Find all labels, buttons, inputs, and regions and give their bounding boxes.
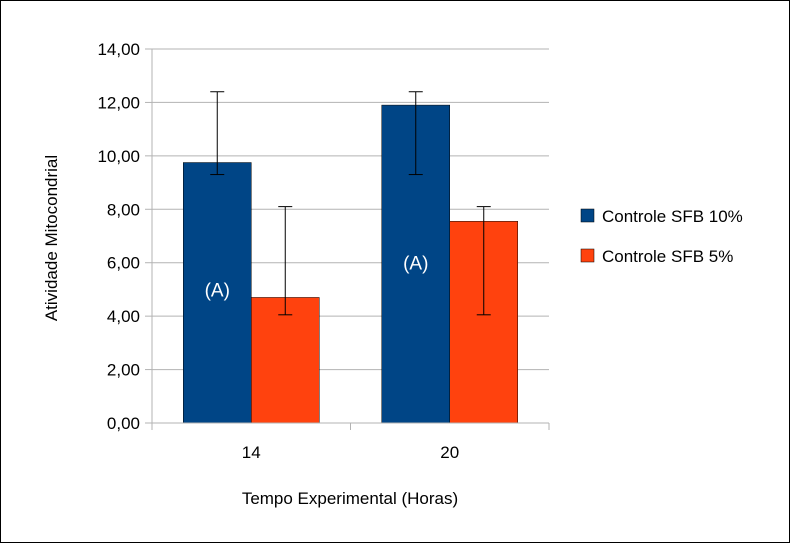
tick-labels: 0,00 2,00 4,00 6,00 8,00 10,00 12,00 14,00 14 20 xyxy=(97,40,459,462)
legend-swatch xyxy=(580,248,595,263)
axes xyxy=(145,48,550,430)
x-tick-label: 20 xyxy=(440,443,459,462)
y-tick-label: 10,00 xyxy=(97,147,140,166)
y-axis-title: Atividade Mitocondrial xyxy=(42,155,61,321)
legend-label: Controle SFB 10% xyxy=(602,207,743,226)
y-tick-label: 14,00 xyxy=(97,40,140,59)
y-tick-label: 12,00 xyxy=(97,93,140,112)
y-tick-label: 0,00 xyxy=(107,414,140,433)
error-bars xyxy=(210,91,491,316)
legend-label: Controle SFB 5% xyxy=(602,247,733,266)
bar-annotation: (A) xyxy=(205,280,230,301)
y-tick-label: 4,00 xyxy=(107,307,140,326)
bar-annotation: (A) xyxy=(403,254,428,275)
y-tick-label: 8,00 xyxy=(107,200,140,219)
y-tick-label: 6,00 xyxy=(107,254,140,273)
x-axis-title: Tempo Experimental (Horas) xyxy=(242,489,458,508)
y-tick-label: 2,00 xyxy=(107,361,140,380)
annotations: (A) (A) xyxy=(205,254,429,302)
legend: Controle SFB 10% Controle SFB 5% xyxy=(580,207,743,266)
x-tick-label: 14 xyxy=(242,443,261,462)
bar xyxy=(251,297,320,424)
bars xyxy=(183,104,518,424)
legend-swatch xyxy=(580,208,595,223)
